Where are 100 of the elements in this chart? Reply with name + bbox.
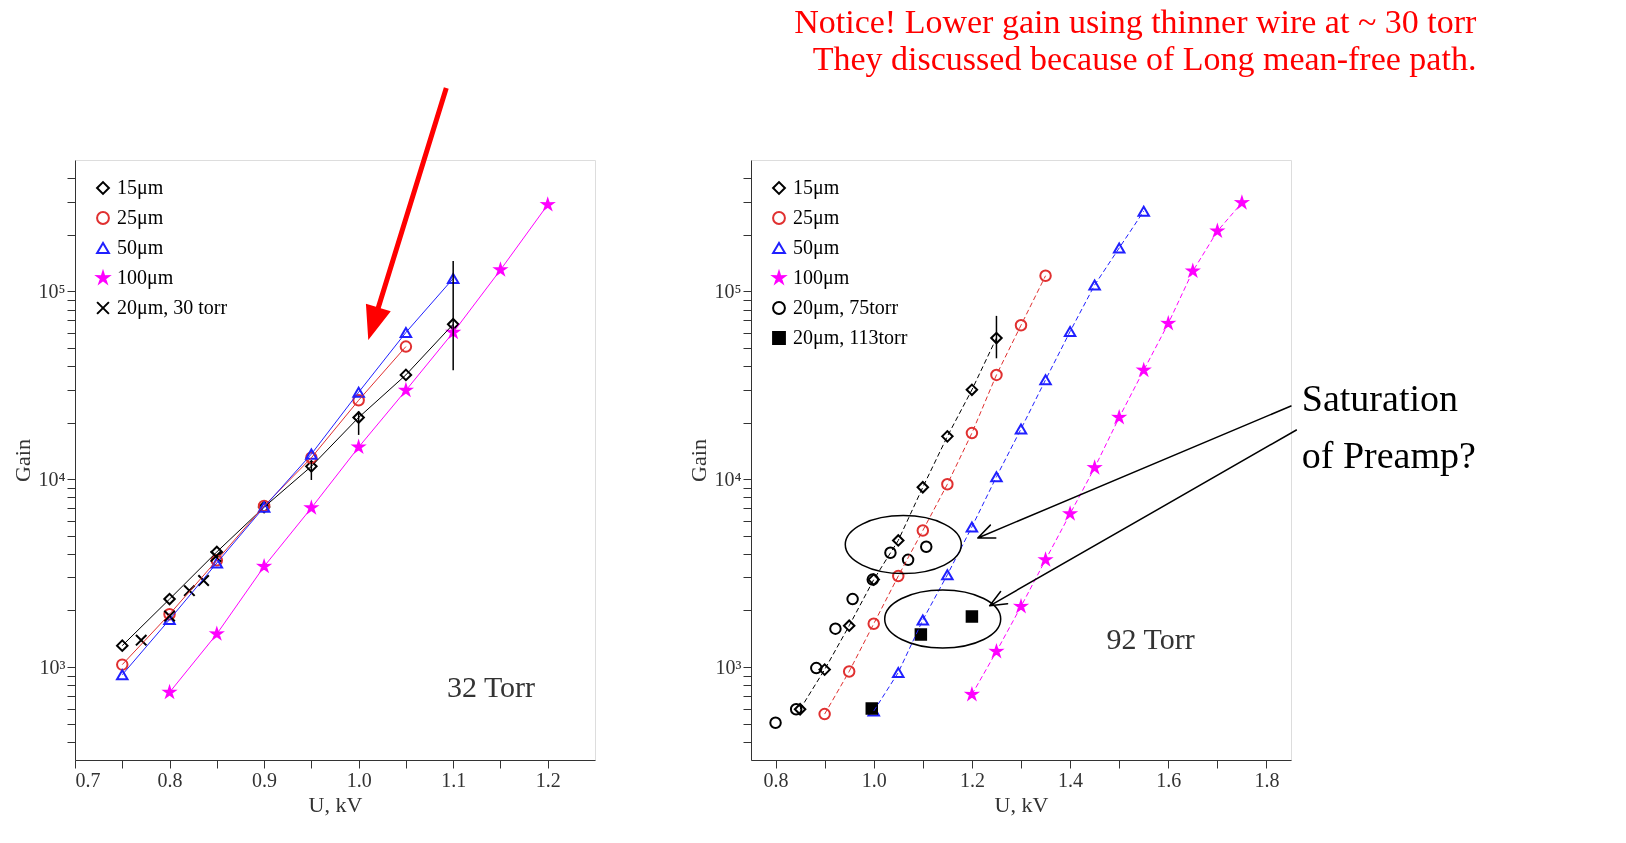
point (818, 663, 831, 676)
point (197, 574, 210, 587)
point (1062, 505, 1078, 521)
point (1111, 409, 1128, 425)
point (352, 411, 365, 424)
y-tick-label: 10⁴ (714, 467, 742, 490)
chart-title: Notice! Lower gain using thinner wire at ~ 30 torr (794, 2, 1478, 40)
point (116, 658, 129, 671)
point (965, 383, 979, 397)
point (209, 550, 223, 563)
point (920, 540, 933, 553)
x-tick-label: 0.8 (763, 768, 789, 791)
x-tick-label: 1.0 (346, 768, 372, 791)
point (210, 545, 224, 559)
point (990, 331, 1003, 345)
x-tick-label: 1.2 (959, 768, 985, 791)
point (134, 633, 148, 647)
point (916, 524, 930, 537)
point (892, 569, 905, 583)
x-axis-title: U, kV (308, 791, 363, 817)
point (990, 368, 1003, 382)
x-tick-label: 1.2 (535, 768, 561, 791)
x-tick-label: 1.6 (1156, 768, 1182, 791)
y-tick-label: 10⁵ (38, 279, 66, 302)
point (916, 614, 930, 626)
point (884, 546, 897, 559)
x-tick-label: 1.8 (1254, 768, 1280, 791)
legend-label: 20μm, 113torr (793, 326, 908, 349)
point (399, 340, 413, 353)
point (305, 460, 318, 473)
point (829, 622, 842, 635)
point (1037, 551, 1054, 567)
point (1039, 374, 1052, 386)
legend-label: 50μm (793, 236, 840, 259)
y-tick-label: 10⁵ (714, 279, 742, 302)
point (965, 610, 979, 623)
point (1112, 242, 1126, 254)
text: Saturation of Preamp? (1301, 377, 1476, 476)
y-axis-title: Gain (685, 439, 711, 482)
y-tick-label: 10³ (39, 655, 66, 678)
point (305, 448, 318, 460)
point (818, 707, 831, 721)
point (492, 261, 509, 277)
point (1184, 262, 1201, 278)
point (916, 480, 930, 494)
y-axis-title: Gain (9, 439, 35, 482)
legend-label: 25μm (793, 206, 840, 229)
point (446, 317, 460, 331)
legend-label: 100μm (793, 266, 850, 289)
point (769, 716, 782, 730)
point (161, 684, 178, 700)
x-tick-label: 1.4 (1058, 768, 1084, 791)
point (789, 703, 803, 716)
legend-label: 15μm (117, 176, 164, 199)
point (1135, 362, 1152, 378)
x-tick-label: 1.0 (861, 768, 887, 791)
point (163, 592, 176, 606)
y-tick-label: 10⁴ (38, 467, 66, 490)
annotation: 32 Torr (446, 670, 536, 703)
point (1137, 205, 1150, 217)
x-tick-label: 0.7 (75, 768, 101, 791)
point (846, 592, 859, 606)
legend-label: 25μm (117, 206, 164, 229)
legend-label: 15μm (793, 176, 840, 199)
point (352, 394, 365, 407)
point (350, 438, 367, 454)
point (1063, 325, 1077, 338)
annotation: 92 Torr (1106, 622, 1195, 655)
point (842, 665, 856, 678)
legend-label: 50μm (117, 236, 164, 259)
point (892, 666, 905, 679)
point (941, 569, 954, 581)
point (1039, 269, 1052, 282)
point (183, 584, 196, 597)
point (446, 272, 460, 285)
point (892, 534, 905, 547)
chart-subtitle: They discussed because of Long mean-free path. (812, 39, 1477, 77)
point (1088, 279, 1101, 291)
point (988, 643, 1005, 659)
x-axis-title: U, kV (994, 791, 1049, 817)
point (1014, 423, 1028, 435)
x-tick-label: 0.8 (157, 768, 183, 791)
point (810, 661, 823, 675)
point (965, 426, 979, 440)
point (352, 386, 365, 398)
point (1086, 459, 1103, 475)
point (914, 628, 928, 641)
point (965, 521, 979, 533)
point (901, 553, 915, 567)
point (303, 499, 320, 515)
point (842, 619, 856, 632)
x-tick-label: 1.1 (441, 768, 467, 791)
legend-label: 100μm (117, 266, 174, 289)
point (990, 471, 1003, 483)
x-tick-label: 0.9 (252, 768, 278, 791)
legend-label: 20μm, 75torr (793, 296, 899, 319)
point (116, 669, 129, 681)
point (399, 368, 413, 382)
point (305, 451, 318, 464)
point (116, 639, 129, 652)
